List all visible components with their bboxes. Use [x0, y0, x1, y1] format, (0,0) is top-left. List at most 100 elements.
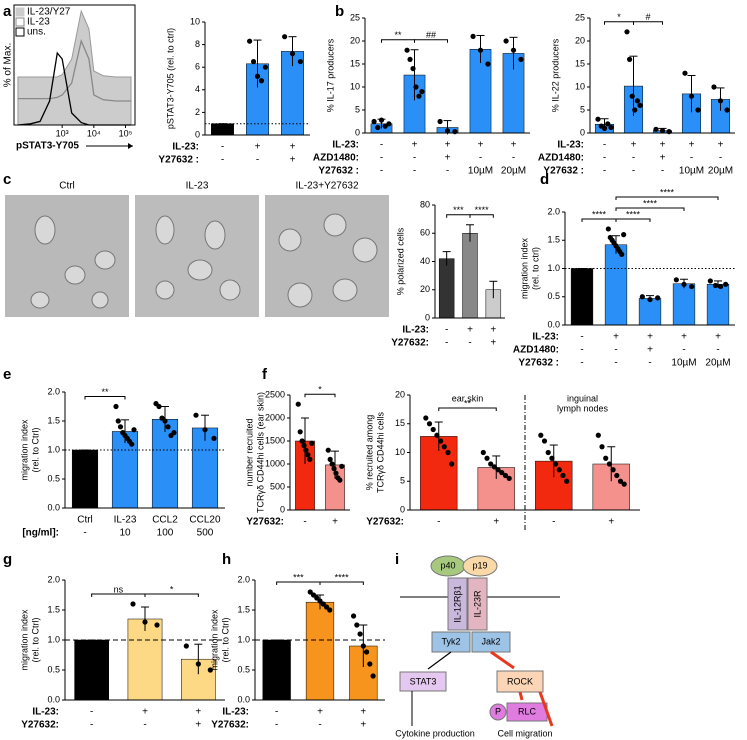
- receptor: [447, 577, 468, 631]
- significance-label: #: [645, 12, 650, 22]
- receptor: [467, 577, 488, 631]
- data-point: [545, 449, 551, 456]
- condition-label: IL-23:: [222, 707, 249, 718]
- data-point: [673, 277, 679, 283]
- y-tick-label: 0: [355, 127, 360, 137]
- data-point: [327, 456, 333, 462]
- data-point: [156, 403, 162, 410]
- node-label: IL-23R: [472, 590, 482, 618]
- condition-value: -: [661, 166, 664, 177]
- condition-value: -: [83, 528, 86, 539]
- condition-value: +: [445, 140, 451, 151]
- data-point: [621, 232, 627, 238]
- condition-value: +: [467, 325, 473, 336]
- condition-value: -: [614, 358, 617, 369]
- data-point: [162, 418, 168, 424]
- condition-value: -: [580, 332, 583, 343]
- condition-value: -: [603, 140, 606, 151]
- condition-value: +: [511, 140, 517, 151]
- y-tick-label: 5: [355, 104, 360, 114]
- data-point: [371, 118, 377, 125]
- node-label: P: [495, 706, 501, 716]
- data-point: [307, 456, 313, 462]
- panel-label: h: [222, 551, 231, 568]
- condition-value: 20µM: [708, 166, 733, 177]
- data-point: [689, 283, 695, 290]
- condition-value: -: [716, 345, 719, 356]
- pathway-diagram: IL-12Rβ1 IL-23R p40 p19 Tyk2 Jak2 STAT3 …: [395, 555, 560, 738]
- condition-value: +: [608, 517, 614, 528]
- node-label: Jak2: [481, 636, 500, 646]
- condition-value: +: [290, 142, 296, 153]
- micrograph-label: IL-23+Y27632: [295, 181, 359, 192]
- condition-label: Y27632 :: [158, 155, 199, 166]
- condition-value: -: [90, 707, 93, 718]
- data-point: [129, 441, 135, 447]
- data-point: [426, 421, 433, 427]
- data-point: [337, 477, 343, 483]
- cells: [30, 213, 378, 309]
- significance-label: ****: [626, 209, 641, 219]
- y-tick-label: 2.0: [47, 574, 60, 584]
- data-point: [171, 430, 177, 436]
- y-tick-label: 2000: [265, 412, 285, 422]
- y-tick-label: 0.5: [237, 664, 250, 674]
- y-tick-label: 1.5: [47, 604, 60, 614]
- data-point: [595, 432, 601, 438]
- data-point: [329, 461, 335, 467]
- y-tick-label: 80: [420, 199, 430, 209]
- significance-bracket: [414, 39, 448, 43]
- y-tick-label: 0: [425, 312, 430, 322]
- panel-label: f: [262, 366, 268, 383]
- data-point: [282, 34, 288, 40]
- data-point: [207, 667, 213, 673]
- condition-value: -: [275, 720, 278, 731]
- y-axis-label: (rel. to Ctrl): [30, 427, 40, 472]
- data-point: [632, 107, 638, 113]
- annotation: ear skin: [452, 393, 484, 403]
- data-point: [441, 444, 447, 450]
- y-tick-label: 500: [270, 481, 285, 491]
- significance-bracket: [604, 21, 634, 25]
- data-point: [682, 70, 688, 76]
- legend-label: IL-23/Y27: [27, 7, 71, 18]
- legend-swatch: [15, 27, 25, 37]
- data-point: [707, 278, 713, 284]
- y-tick-label: 40: [420, 256, 430, 266]
- y-tick-label: 1.5: [237, 604, 250, 614]
- data-point: [211, 435, 217, 441]
- condition-label: Y27632 :: [518, 358, 559, 369]
- data-point: [634, 98, 641, 104]
- data-point: [564, 478, 570, 484]
- condition-value: +: [660, 140, 666, 151]
- data-point: [484, 455, 490, 461]
- condition-value: 10µM: [468, 166, 493, 177]
- y-axis-label: (rel. to Ctrl): [220, 617, 230, 662]
- condition-value: -: [413, 166, 416, 177]
- data-point: [289, 51, 296, 57]
- y-axis-label: % IL-22 producers: [550, 38, 560, 112]
- condition-value: +: [647, 345, 653, 356]
- data-point: [354, 622, 360, 628]
- data-point: [595, 116, 601, 122]
- condition-value: +: [718, 140, 724, 151]
- condition-value: -: [603, 166, 606, 177]
- significance-label: ##: [426, 30, 436, 40]
- data-point: [413, 84, 419, 90]
- significance-bracket: [633, 21, 663, 25]
- node-label: p19: [472, 560, 487, 570]
- condition-value: +: [255, 142, 261, 153]
- data-point: [195, 661, 201, 667]
- data-point: [386, 121, 392, 127]
- bar: [570, 268, 594, 326]
- data-point: [142, 619, 148, 625]
- condition-value: +: [142, 707, 148, 718]
- significance-bracket: [84, 396, 126, 400]
- panel-label: g: [3, 551, 12, 568]
- condition-value: +: [478, 140, 484, 151]
- data-point: [445, 449, 451, 456]
- significance-label: ****: [592, 209, 607, 219]
- data-point: [305, 452, 311, 458]
- condition-value: -: [690, 153, 693, 164]
